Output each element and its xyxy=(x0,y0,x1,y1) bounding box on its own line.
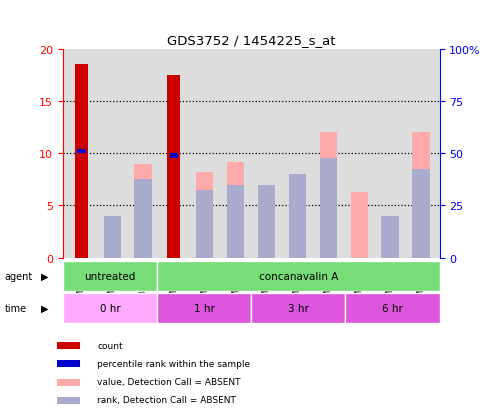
Text: ▶: ▶ xyxy=(41,303,49,313)
Bar xyxy=(345,293,440,323)
Bar xyxy=(57,361,80,368)
Text: time: time xyxy=(5,303,27,313)
Bar xyxy=(157,261,440,291)
Text: 3 hr: 3 hr xyxy=(288,303,309,313)
Bar xyxy=(103,232,121,258)
Title: GDS3752 / 1454225_s_at: GDS3752 / 1454225_s_at xyxy=(167,34,335,47)
Bar xyxy=(227,162,244,258)
Bar xyxy=(63,293,157,323)
Text: ▶: ▶ xyxy=(41,271,49,281)
Text: value, Detection Call = ABSENT: value, Detection Call = ABSENT xyxy=(97,377,241,386)
Text: untreated: untreated xyxy=(84,271,136,281)
Text: 0 hr: 0 hr xyxy=(99,303,120,313)
Bar xyxy=(134,164,152,258)
Bar xyxy=(103,216,121,258)
Text: agent: agent xyxy=(5,271,33,281)
Bar xyxy=(77,150,85,154)
Text: percentile rank within the sample: percentile rank within the sample xyxy=(97,359,250,368)
Bar xyxy=(168,76,181,258)
Bar xyxy=(289,175,306,258)
Bar xyxy=(57,342,80,349)
Bar xyxy=(320,133,337,258)
Bar xyxy=(196,173,213,258)
Text: rank, Detection Call = ABSENT: rank, Detection Call = ABSENT xyxy=(97,395,236,404)
Bar xyxy=(170,154,178,158)
Text: count: count xyxy=(97,341,123,350)
Bar xyxy=(320,159,337,258)
Bar xyxy=(227,185,244,258)
Bar xyxy=(258,185,275,258)
Text: 6 hr: 6 hr xyxy=(382,303,403,313)
Bar xyxy=(258,185,275,258)
Bar xyxy=(382,232,399,258)
Bar xyxy=(251,293,345,323)
Bar xyxy=(196,190,213,258)
Text: 1 hr: 1 hr xyxy=(194,303,214,313)
Bar xyxy=(412,169,430,258)
Bar xyxy=(63,261,157,291)
Bar xyxy=(289,175,306,258)
Bar xyxy=(57,379,80,386)
Bar xyxy=(412,133,430,258)
Bar xyxy=(134,180,152,258)
Bar xyxy=(351,192,368,258)
Text: concanavalin A: concanavalin A xyxy=(258,271,338,281)
Bar xyxy=(382,216,399,258)
Bar xyxy=(157,293,251,323)
Bar xyxy=(75,65,88,258)
Bar xyxy=(57,397,80,404)
